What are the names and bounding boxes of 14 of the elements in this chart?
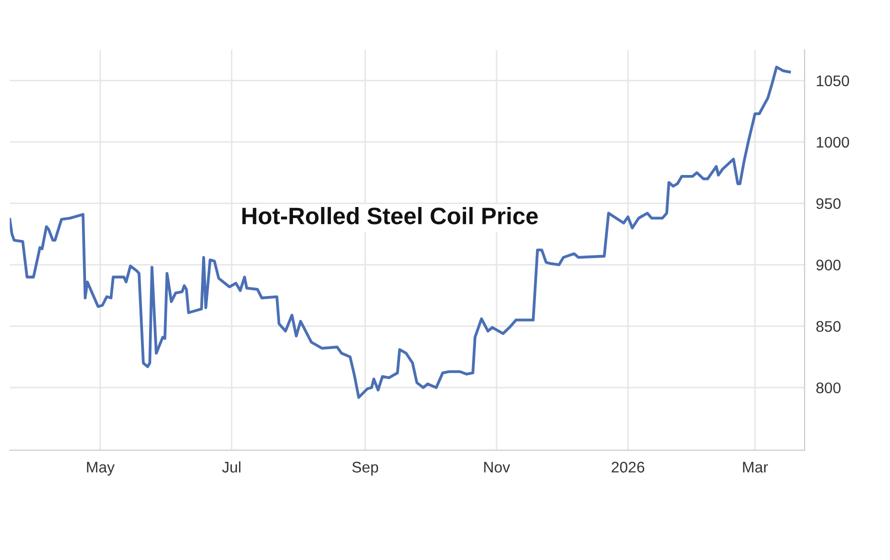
y-tick-label: 800 — [816, 382, 841, 394]
x-tick-label: Sep — [352, 462, 378, 476]
y-tick-label: 1050 — [816, 75, 850, 86]
x-tick-label: 2026 — [612, 462, 644, 473]
x-tick-label: May — [87, 462, 115, 476]
x-tick-label: Mar — [743, 462, 768, 473]
y-tick-label: 850 — [816, 321, 841, 332]
y-tick-label: 1000 — [816, 136, 850, 148]
y-tick-label: 900 — [816, 260, 841, 270]
x-tick-label: Nov — [484, 462, 510, 473]
y-tick-label: 950 — [816, 198, 841, 210]
x-tick-label: Jul — [222, 461, 240, 473]
text: Hot-Rolled Steel Coil Price — [242, 207, 538, 224]
line-series — [10, 66, 791, 399]
